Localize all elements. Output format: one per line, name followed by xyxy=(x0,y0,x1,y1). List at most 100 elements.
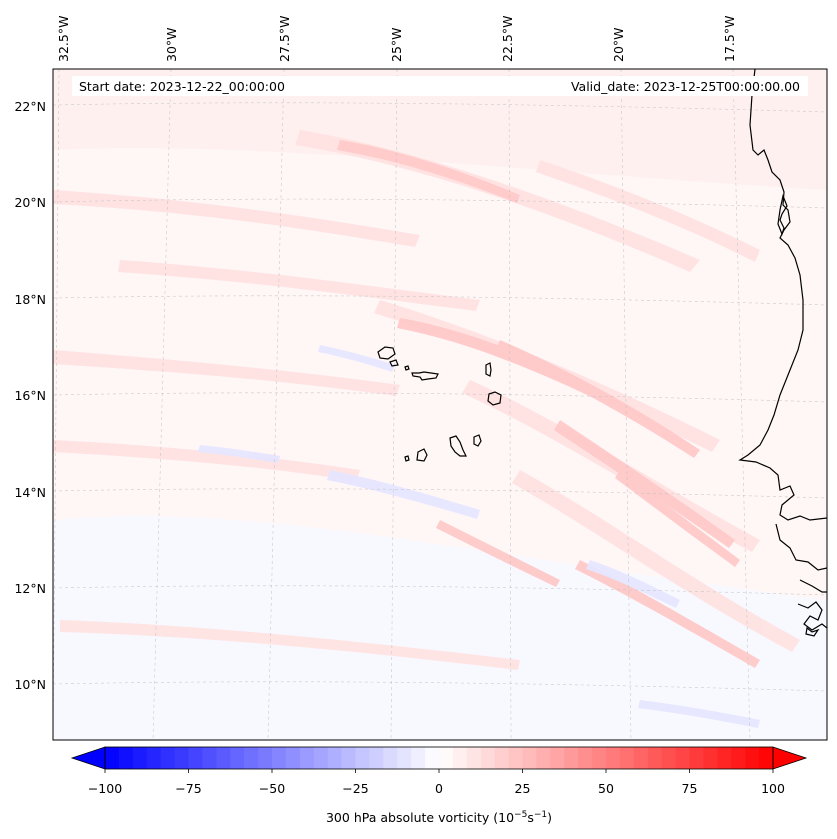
lat-label-10n: 10°N xyxy=(14,677,46,692)
colorbar-extend-high xyxy=(772,746,808,770)
colorbar-segment xyxy=(313,747,329,769)
island-fogo xyxy=(416,448,428,462)
cb-tick-label-0: 0 xyxy=(435,781,443,796)
colorbar-segment xyxy=(285,747,301,769)
lat-label-22n: 22°N xyxy=(14,99,46,114)
colorbar-segment xyxy=(647,747,663,769)
colorbar-segment xyxy=(661,747,677,769)
island-boa-vista xyxy=(487,391,502,406)
colorbar-segment xyxy=(272,747,287,769)
island-santa-luzia xyxy=(404,365,410,371)
colorbar-segment xyxy=(341,747,357,769)
colorbar-segment xyxy=(703,747,718,769)
colorbar-segment xyxy=(619,747,635,769)
colorbar-segment xyxy=(536,747,551,769)
cb-tick-label-neg25: −25 xyxy=(342,781,368,796)
colorbar-segment xyxy=(578,747,593,769)
lon-label-20w: 20°W xyxy=(611,27,626,62)
colorbar-segment xyxy=(745,747,760,769)
latitude-labels: 22°N 20°N 18°N 16°N 14°N 12°N 10°N xyxy=(14,99,46,692)
island-brava xyxy=(404,455,410,462)
cape-verde-islands xyxy=(377,346,502,462)
colorbar-segment xyxy=(550,747,565,769)
colorbar-segment xyxy=(355,747,371,769)
lon-label-30w: 30°W xyxy=(164,27,179,62)
colorbar-segment xyxy=(146,747,162,769)
cb-tick-label-25: 25 xyxy=(515,781,531,796)
colorbar-segment xyxy=(174,747,190,769)
coastline xyxy=(738,69,827,637)
colorbar-segment xyxy=(452,747,468,769)
colorbar-segment xyxy=(202,747,217,769)
info-box xyxy=(72,76,808,96)
cb-tick-label-50: 50 xyxy=(598,781,614,796)
colorbar-segment xyxy=(508,747,524,769)
longitude-labels: 32.5°W 30°W 27.5°W 25°W 22.5°W 20°W 17.5… xyxy=(56,16,737,62)
island-santiago xyxy=(449,435,467,457)
colorbar-segment xyxy=(689,747,705,769)
colorbar-segment xyxy=(633,747,649,769)
lat-label-14n: 14°N xyxy=(14,485,46,500)
colorbar-segment xyxy=(759,747,774,769)
cb-tick-label-neg75: −75 xyxy=(175,781,201,796)
colorbar-ticks xyxy=(104,769,774,773)
colorbar-segment xyxy=(369,747,384,769)
colorbar-segment xyxy=(383,747,398,769)
colorbar-segment xyxy=(480,747,496,769)
guinea-bissau-coast xyxy=(775,523,827,571)
lon-label-27-5w: 27.5°W xyxy=(277,16,292,62)
lon-label-32-5w: 32.5°W xyxy=(56,16,71,62)
colorbar-segment xyxy=(118,747,134,769)
colorbar-segment xyxy=(188,747,204,769)
colorbar-segment xyxy=(717,747,732,769)
colorbar-segment xyxy=(397,747,412,769)
map-panel: Start date: 2023-12-22_00:00:00 Valid_da… xyxy=(52,68,828,741)
colorbar-segment xyxy=(230,747,245,769)
island-sao-nicolau xyxy=(411,371,439,381)
colorbar-segment xyxy=(425,747,440,769)
graticule xyxy=(53,69,827,740)
colorbar-segment xyxy=(731,747,746,769)
colorbar-label: 300 hPa absolute vorticity (10−5s−1) xyxy=(326,810,552,825)
lon-label-22-5w: 22.5°W xyxy=(500,16,515,62)
valid-date-text: Valid_date: 2023-12-25T00:00:00.00 xyxy=(571,79,800,94)
colorbar-segment xyxy=(132,747,148,769)
lat-label-20n: 20°N xyxy=(14,195,46,210)
colorbar-segment xyxy=(522,747,538,769)
west-africa-coast xyxy=(738,69,827,521)
map-frame xyxy=(52,68,828,741)
colorbar-segment xyxy=(439,747,454,769)
lon-label-17-5w: 17.5°W xyxy=(722,16,737,62)
colorbar-extend-low xyxy=(70,746,106,770)
island-santo-antao xyxy=(377,346,396,360)
cb-tick-label-75: 75 xyxy=(682,781,698,796)
colorbar-segment xyxy=(564,747,579,769)
lat-label-16n: 16°N xyxy=(14,388,46,403)
colorbar-segment xyxy=(494,747,510,769)
cb-tick-label-100: 100 xyxy=(761,781,785,796)
lon-label-25w: 25°W xyxy=(389,27,404,62)
colorbar-segment xyxy=(327,747,343,769)
colorbar-segment xyxy=(258,747,273,769)
colorbar-segment xyxy=(466,747,482,769)
island-sao-vicente xyxy=(389,359,399,367)
lat-label-18n: 18°N xyxy=(14,292,46,307)
colorbar-segment xyxy=(592,747,607,769)
colorbar-segment xyxy=(606,747,621,769)
colorbar-segment xyxy=(216,747,231,769)
colorbar-segment xyxy=(105,747,120,769)
colorbar-segment xyxy=(411,747,426,769)
colorbar-segment xyxy=(299,747,315,769)
cb-tick-label-neg100: −100 xyxy=(88,781,122,796)
colorbar-segment xyxy=(244,747,259,769)
colorbar-segment xyxy=(160,747,176,769)
island-sal xyxy=(485,362,492,377)
colorbar-segment xyxy=(675,747,691,769)
colorbar-segments xyxy=(105,747,774,769)
colorbar-tick-labels: −100 −75 −50 −25 0 25 50 75 100 xyxy=(88,781,785,796)
island-maio xyxy=(473,434,482,447)
start-date-text: Start date: 2023-12-22_00:00:00 xyxy=(79,79,285,94)
cb-tick-label-neg50: −50 xyxy=(259,781,285,796)
vorticity-field: Start date: 2023-12-22_00:00:00 Valid_da… xyxy=(53,69,827,740)
